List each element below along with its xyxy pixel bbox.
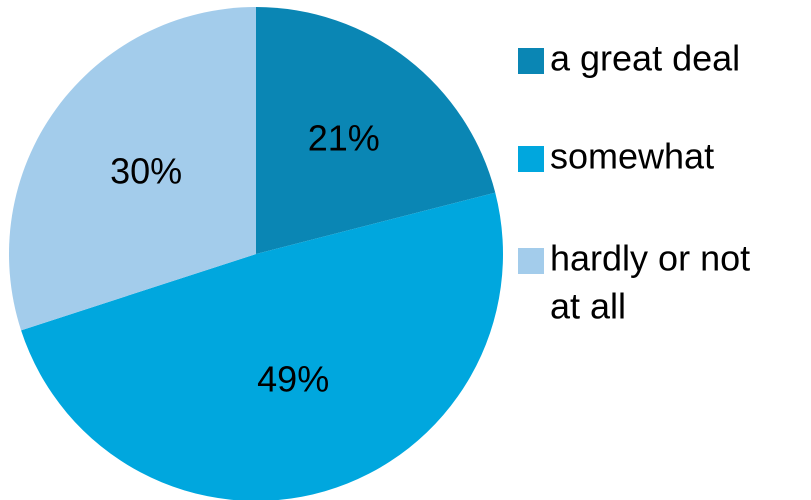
data-label-a-great-deal: 21% bbox=[308, 117, 380, 158]
pie-slices bbox=[9, 7, 503, 500]
pie-slice-a-great-deal bbox=[256, 7, 496, 254]
legend-label: hardly or not bbox=[550, 238, 750, 279]
pie-slice-hardly-or-not-at-all bbox=[9, 7, 256, 331]
legend-swatch bbox=[518, 48, 544, 74]
legend-item-2: hardly or not at all bbox=[518, 238, 750, 327]
legend-swatch bbox=[518, 248, 544, 274]
legend-label: a great deal bbox=[550, 38, 740, 79]
chart-legend: a great deal somewhat hardly or not at all bbox=[518, 38, 750, 327]
legend-label: at all bbox=[550, 286, 626, 327]
legend-swatch bbox=[518, 146, 544, 172]
data-label-hardly-or-not-at-all: 30% bbox=[110, 151, 182, 192]
legend-item-1: somewhat bbox=[518, 136, 714, 177]
legend-label: somewhat bbox=[550, 136, 714, 177]
pie-slice-somewhat bbox=[21, 192, 503, 500]
data-label-somewhat: 49% bbox=[257, 359, 329, 400]
legend-item-0: a great deal bbox=[518, 38, 740, 79]
pie-data-labels: 21% 49% 30% bbox=[110, 117, 380, 399]
